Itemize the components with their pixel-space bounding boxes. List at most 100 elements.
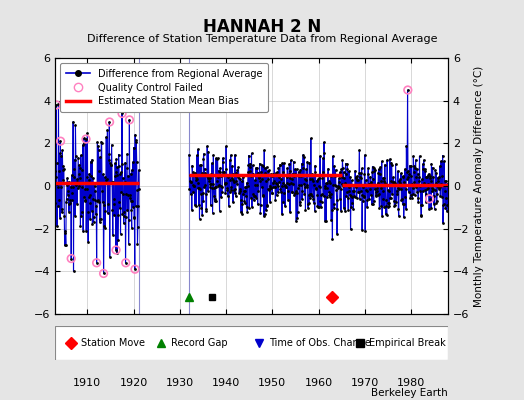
- Point: [397, 186, 405, 192]
- Point: [255, 174, 263, 180]
- Point: [204, 175, 213, 182]
- Point: [312, 185, 321, 192]
- Point: [195, 185, 203, 192]
- Point: [248, 162, 257, 168]
- Point: [63, 191, 72, 198]
- Point: [222, 180, 230, 186]
- Point: [72, 182, 80, 188]
- Point: [285, 161, 293, 167]
- Point: [105, 151, 113, 157]
- Point: [134, 203, 143, 210]
- Point: [261, 170, 269, 176]
- Point: [54, 101, 63, 108]
- Point: [201, 170, 210, 176]
- Point: [66, 180, 74, 186]
- Point: [245, 205, 254, 211]
- Point: [186, 172, 194, 178]
- Point: [419, 161, 427, 167]
- Point: [391, 202, 399, 208]
- Point: [358, 227, 366, 233]
- Point: [338, 174, 346, 180]
- Point: [293, 209, 302, 216]
- Point: [357, 165, 366, 172]
- Point: [312, 178, 321, 184]
- Point: [56, 150, 64, 157]
- Point: [344, 184, 353, 190]
- Point: [334, 175, 343, 182]
- Point: [214, 167, 223, 174]
- Point: [98, 188, 106, 194]
- Point: [223, 187, 232, 193]
- Point: [88, 221, 96, 227]
- Point: [428, 187, 436, 194]
- Point: [272, 170, 280, 176]
- Point: [126, 198, 135, 204]
- Point: [241, 200, 249, 206]
- Point: [216, 165, 224, 171]
- Point: [78, 209, 86, 215]
- Point: [403, 169, 411, 175]
- Point: [306, 191, 314, 197]
- Point: [212, 155, 220, 162]
- Point: [74, 154, 82, 161]
- Point: [308, 176, 316, 182]
- Point: [335, 184, 343, 190]
- Point: [108, 207, 117, 213]
- Point: [251, 181, 259, 188]
- Point: [96, 216, 105, 222]
- Point: [114, 212, 123, 219]
- Point: [392, 182, 400, 188]
- Point: [251, 177, 259, 183]
- Point: [53, 184, 62, 190]
- Point: [296, 198, 304, 205]
- Point: [190, 170, 198, 177]
- Point: [110, 212, 118, 218]
- Point: [127, 225, 136, 231]
- Point: [226, 156, 234, 163]
- Point: [327, 217, 335, 223]
- Point: [377, 203, 385, 210]
- Point: [422, 174, 430, 180]
- Point: [80, 194, 89, 200]
- Point: [226, 177, 235, 183]
- Point: [331, 182, 339, 188]
- Point: [332, 186, 341, 193]
- Point: [57, 206, 66, 212]
- Point: [107, 142, 116, 148]
- Point: [328, 236, 336, 242]
- Point: [252, 195, 260, 201]
- Point: [260, 213, 268, 219]
- Point: [199, 190, 207, 196]
- Point: [222, 165, 231, 172]
- Point: [249, 170, 258, 177]
- Point: [305, 160, 313, 166]
- Point: [192, 203, 201, 210]
- Point: [185, 152, 193, 158]
- Point: [101, 225, 110, 231]
- Point: [89, 175, 97, 182]
- Point: [73, 179, 82, 186]
- Point: [324, 189, 333, 196]
- Point: [201, 191, 210, 197]
- Point: [440, 178, 449, 184]
- Point: [364, 171, 372, 177]
- Point: [212, 184, 221, 190]
- Point: [429, 186, 437, 192]
- Point: [113, 250, 121, 256]
- Point: [285, 170, 293, 177]
- Point: [309, 200, 318, 206]
- Point: [383, 212, 391, 218]
- Point: [270, 178, 278, 184]
- Point: [191, 177, 200, 183]
- Point: [198, 170, 206, 177]
- Point: [122, 260, 130, 266]
- Point: [414, 174, 423, 181]
- Point: [438, 172, 446, 179]
- Point: [238, 211, 246, 217]
- Point: [378, 175, 387, 181]
- Point: [332, 182, 340, 189]
- Point: [219, 158, 227, 165]
- Point: [354, 177, 362, 183]
- Point: [276, 162, 284, 168]
- Point: [442, 195, 451, 201]
